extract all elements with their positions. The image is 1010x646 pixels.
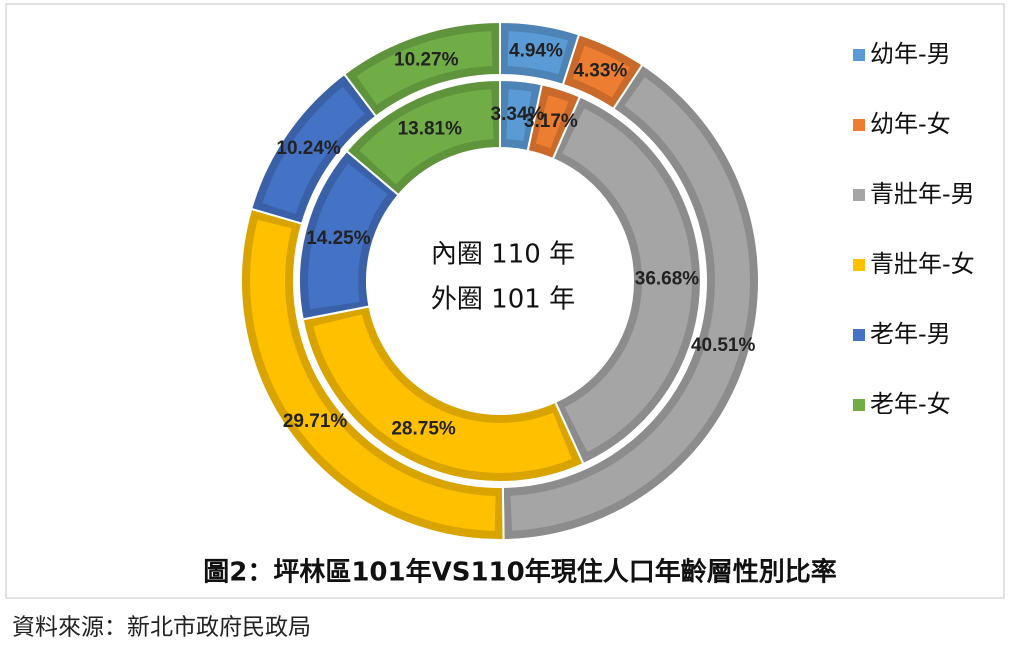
- legend-label: 老年-男: [870, 320, 951, 348]
- donut-segment-inner: [510, 77, 751, 531]
- data-label: 29.71%: [283, 411, 348, 432]
- chart-title: 圖2：坪林區101年VS110年現住人口年齡層性別比率: [203, 557, 836, 588]
- donut-segment-inner: [262, 86, 365, 215]
- legend-swatch: [853, 399, 865, 411]
- center-text: 外圈 101 年: [431, 285, 575, 315]
- legend-label: 青壯年-男: [870, 180, 975, 208]
- legend-label: 幼年-女: [870, 110, 951, 138]
- donut-segment-inner: [572, 45, 631, 98]
- data-label: 4.33%: [573, 60, 627, 81]
- donut-segment-inner: [307, 163, 388, 310]
- source-note: 資料來源：新北市政府民政局: [12, 615, 311, 641]
- data-label: 10.27%: [394, 50, 459, 71]
- legend-label: 幼年-男: [870, 40, 951, 68]
- donut-segment-inner: [506, 89, 532, 141]
- legend-label: 老年-女: [870, 390, 951, 418]
- donut-segment-inner: [535, 95, 569, 149]
- center-text: 內圈 110 年: [431, 240, 575, 270]
- chart-border: [5, 3, 1005, 599]
- legend-swatch: [853, 119, 865, 131]
- data-label: 40.51%: [691, 335, 756, 356]
- donut-segment-inner: [562, 108, 693, 452]
- data-label: 14.25%: [306, 228, 371, 249]
- data-label: 28.75%: [391, 419, 456, 440]
- legend-swatch: [853, 259, 865, 271]
- donut-segment-inner: [249, 219, 496, 531]
- data-label: 3.17%: [524, 111, 578, 132]
- data-label: 13.81%: [398, 118, 463, 139]
- data-label: 10.24%: [276, 138, 341, 159]
- data-label: 3.34%: [491, 104, 545, 125]
- legend-swatch: [853, 189, 865, 201]
- donut-segment-inner: [356, 31, 493, 105]
- data-label: 36.68%: [635, 268, 700, 289]
- legend-swatch: [853, 49, 865, 61]
- data-label: 4.94%: [509, 40, 563, 61]
- legend-swatch: [853, 329, 865, 341]
- donut-segment-inner: [507, 31, 569, 75]
- donut-segment-inner: [359, 89, 494, 185]
- legend-label: 青壯年-女: [870, 250, 975, 278]
- donut-segment-inner: [313, 314, 572, 474]
